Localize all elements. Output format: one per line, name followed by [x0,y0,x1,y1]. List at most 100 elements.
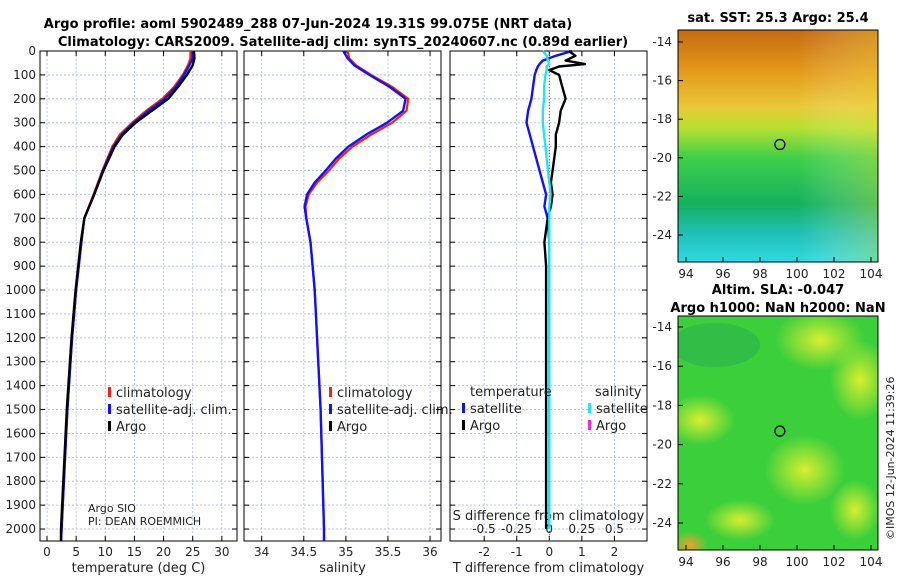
y-tick-label: 1900 [5,498,36,512]
series-line-climatology [304,50,410,541]
y-tick-label: 1500 [5,403,36,417]
x-tick-label: 2 [611,545,619,559]
lon-tick-label: 102 [823,267,846,281]
y-tick-label: 1700 [5,450,36,464]
series-line-argo [59,50,196,541]
x-axis-label: T difference from climatology [452,561,645,576]
x-tick-label: -2 [478,545,490,559]
y-tick-label: 0 [28,44,36,58]
panel-difference: -2 -1 0 1 2 T difference from climatology -0.5… [449,49,648,576]
y-tick-label: 900 [13,259,36,273]
x-tick-label: 30 [214,545,229,559]
legend-label: Argo [116,420,146,435]
x-tick-label: 1 [578,545,586,559]
legend-swatch [108,421,111,431]
legend-title-temperature: temperature [470,385,552,400]
axes-frame [39,50,238,542]
lon-tick-label: 100 [786,555,809,569]
x-tick-label: 0 [43,545,51,559]
sst-field-shading [678,30,878,262]
series-line-t-argo [543,50,587,529]
legend-label: satellite [596,402,648,417]
axes-frame [449,50,648,542]
series-line-s-satellite [541,50,552,529]
y-tick-label: 1400 [5,379,36,393]
legend-swatch [462,420,465,430]
lat-tick-label: -20 [652,438,672,452]
y-tick-label: 1100 [5,307,36,321]
sla-map-title: Altim. SLA: -0.047 [712,283,844,298]
s-diff-tick-label: -0.5 [472,522,495,536]
x-tick-label: 35 [338,545,353,559]
x-axis-label: temperature (deg C) [72,561,206,576]
sst-map-title: sat. SST: 25.3 Argo: 25.4 [687,11,868,26]
s-diff-tick-label: 0.25 [568,522,595,536]
lat-tick-label: -22 [652,189,672,203]
axes-frame [243,50,442,542]
legend-swatch [329,387,332,397]
legend-label: Argo [596,419,626,434]
legend-swatch [108,404,111,414]
legend-label: satellite [470,402,522,417]
lat-tick-label: -24 [652,516,672,530]
y-tick-label: 300 [13,116,36,130]
panel-temperature: 0100200300400500600700800900100011001200… [5,44,238,576]
sst-map: -14 -16 -18 -20 -22 -24 94 96 98 100 102 104 [652,29,883,281]
lat-tick-label: -18 [652,398,672,412]
pi-name: PI: DEAN ROEMMICH [88,515,201,528]
legend-swatch [588,403,591,413]
legend-swatch [588,420,591,430]
lon-tick-label: 102 [823,555,846,569]
series-line-satellite-adj-clim- [59,51,194,542]
y-tick-label: 200 [13,92,36,106]
lon-tick-label: 100 [786,267,809,281]
y-tick-label: 800 [13,235,36,249]
series-line-climatology [59,51,192,542]
lon-tick-label: 94 [678,267,693,281]
x-tick-label: 20 [156,545,171,559]
x-tick-label: 5 [72,545,80,559]
lat-tick-label: -22 [652,477,672,491]
panel-salinity: 34 34.5 35 35.5 36 salinity climatology satelli… [243,50,453,576]
y-tick-label: 2000 [5,522,36,536]
x-tick-label: 25 [185,545,200,559]
lon-tick-label: 96 [715,267,730,281]
y-tick-label: 600 [13,187,36,201]
legend-title-salinity: salinity [595,385,642,400]
x-tick-label: 34 [254,545,269,559]
y-tick-label: 100 [13,68,36,82]
legend-label: Argo [337,420,367,435]
y-tick-label: 400 [13,140,36,154]
legend-swatch [329,404,332,414]
s-diff-tick-label: -0.25 [501,522,532,536]
legend-label: satellite-adj. clim. [116,403,232,418]
lon-tick-label: 104 [860,267,883,281]
x-tick-label: 0 [545,545,553,559]
imos-credit: ©IMOS 12-Jun-2024 11:39:26 [884,376,897,540]
legend-swatch [462,403,465,413]
lon-tick-label: 96 [715,555,730,569]
x-tick-label: -1 [511,545,523,559]
argo-location-marker [774,425,786,437]
lon-tick-label: 104 [860,555,883,569]
x-axis-label: salinity [319,561,366,576]
pi-institution: Argo SIO [88,502,136,515]
x-tick-label: 34.5 [290,545,317,559]
figure-title-line1: Argo profile: aoml 5902489_288 07-Jun-20… [44,17,572,32]
sla-map-frame [677,315,879,551]
series-line-satellite-adj-clim- [303,50,407,541]
legend-label: climatology [116,386,192,401]
x-tick-label: 10 [98,545,113,559]
sla-map: -14 -16 -18 -20 -22 -24 94 96 98 100 102 104 [652,315,883,569]
legend-swatch [108,387,111,397]
sst-map-frame [677,29,879,263]
figure-title-line2: Climatology: CARS2009. Satellite-adj cli… [58,35,628,50]
lat-tick-label: -16 [652,74,672,88]
y-tick-label: 1600 [5,426,36,440]
legend-label: satellite-adj. clim. [337,403,453,418]
y-tick-label: 1300 [5,355,36,369]
y-tick-label: 1800 [5,474,36,488]
x-tick-label: 36 [422,545,437,559]
x-tick-label: 35.5 [375,545,402,559]
y-tick-label: 700 [13,211,36,225]
